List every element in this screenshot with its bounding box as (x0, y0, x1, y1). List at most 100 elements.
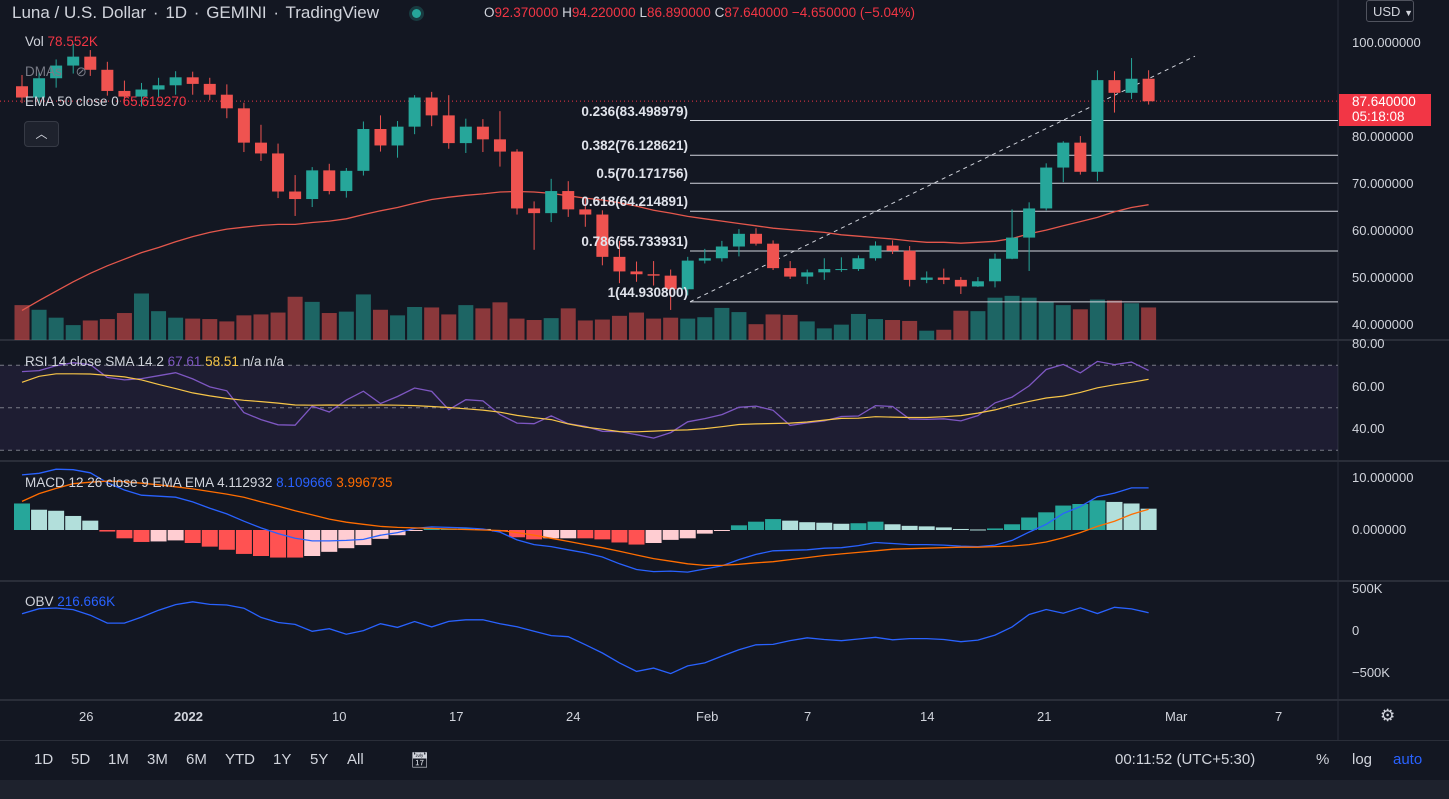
volume-bar (646, 318, 662, 340)
bottom-toolbar: 1D 5D 1M 3M 6M YTD 1Y 5Y All 📅︎ 00:11:52 (UTC+5:… (0, 740, 1449, 781)
macd-value: 8.109666 (276, 475, 333, 490)
macd-histogram-bar (1140, 508, 1157, 530)
macd-histogram-bar (918, 526, 935, 530)
range-button-6m[interactable]: 6M (186, 751, 207, 768)
macd-histogram-bar (884, 524, 901, 530)
macd-histogram-bar (833, 523, 850, 530)
obv-line (21, 601, 1149, 675)
rsi-line (21, 360, 1149, 439)
macd-histogram-bar (150, 530, 167, 542)
volume-bar (629, 312, 645, 340)
low-label: L (639, 5, 647, 20)
candle-body (101, 69, 114, 91)
volume-bar (816, 328, 832, 340)
bottom-strip (0, 780, 1449, 799)
candle-body (425, 97, 438, 116)
candle-body (374, 129, 387, 146)
settings-gear-icon[interactable]: ⚙ (1380, 706, 1396, 725)
candle-body (1023, 208, 1036, 238)
range-button-5d[interactable]: 5D (71, 751, 91, 768)
range-button-5y[interactable]: 5Y (310, 751, 329, 768)
collapse-legend-button[interactable]: ︿ (24, 121, 59, 147)
volume-bar (407, 306, 423, 340)
macd-histogram-bar (184, 530, 201, 543)
fib-label: 1(44.930800) (607, 284, 688, 300)
volume-bar (936, 329, 952, 340)
volume-bar (765, 314, 781, 340)
candle-body (169, 77, 182, 86)
calendar-icon[interactable]: 📅︎ (410, 752, 430, 769)
currency-select[interactable]: USD ▼ (1366, 0, 1414, 22)
macd-histogram-bar (713, 530, 730, 531)
macd-histogram-bar (406, 530, 423, 531)
percent-toggle[interactable]: % (1316, 751, 1330, 768)
candle-body (988, 258, 1001, 282)
candle-body (562, 191, 575, 210)
legend-macd[interactable]: MACD 12 26 close 9 EMA EMA 4.112932 8.10… (25, 475, 393, 491)
eye-crossed-icon[interactable]: ⊘ (75, 64, 87, 79)
symbol-header[interactable]: Luna / U.S. Dollar · 1D · GEMINI · Tradi… (12, 3, 423, 23)
macd-histogram-bar (969, 529, 986, 531)
legend-rsi[interactable]: RSI 14 close SMA 14 2 67.61 58.51 n/a n/… (25, 354, 284, 370)
price-axis-label: 100.000000 (1352, 35, 1421, 50)
macd-histogram-bar (867, 521, 884, 530)
obv-label: OBV (25, 594, 54, 609)
time-axis-label: 2022 (174, 709, 203, 724)
candle-body (750, 233, 763, 244)
volume-bar (355, 294, 371, 340)
range-button-1y[interactable]: 1Y (273, 751, 292, 768)
legend-ema[interactable]: EMA 50 close 0 65.619270 (25, 94, 186, 110)
volume-bar (543, 318, 559, 340)
price-axis-label: 60.000000 (1352, 223, 1414, 238)
symbol-name[interactable]: Luna / U.S. Dollar (12, 3, 147, 22)
volume-bar (219, 321, 235, 340)
volume-bar (1021, 297, 1037, 340)
candle-body (1057, 142, 1070, 168)
candle-body (476, 126, 489, 140)
auto-toggle[interactable]: auto (1393, 751, 1423, 768)
legend-obv[interactable]: OBV 216.666K (25, 594, 115, 610)
candle-body (511, 151, 524, 209)
interval[interactable]: 1D (165, 3, 188, 22)
time-axis-label: Feb (696, 709, 719, 724)
candle-body (289, 191, 302, 200)
ema50-line (21, 190, 1149, 311)
volume-bar (99, 319, 115, 340)
volume-bar (65, 325, 81, 340)
chevron-down-icon: ▼ (1404, 8, 1413, 18)
candle-body (152, 85, 165, 90)
volume-bar (868, 319, 883, 340)
candle-body (579, 209, 592, 215)
candle-body (852, 258, 865, 270)
candle-body (937, 277, 950, 280)
candle-body (135, 89, 148, 97)
candle-body (698, 258, 711, 261)
candle-body (596, 214, 609, 257)
clock[interactable]: 00:11:52 (UTC+5:30) (1115, 751, 1256, 768)
candle-body (1091, 80, 1104, 172)
range-button-1m[interactable]: 1M (108, 751, 129, 768)
range-button-3m[interactable]: 3M (147, 751, 168, 768)
candle-body (886, 245, 899, 251)
legend-vol[interactable]: Vol 78.552K (25, 34, 98, 50)
rsi-label: RSI 14 close SMA 14 2 (25, 354, 164, 369)
ema-label: EMA 50 close 0 (25, 94, 119, 109)
signal-line (21, 480, 1149, 567)
range-button-ytd[interactable]: YTD (225, 751, 255, 768)
macd-histogram-bar (423, 528, 440, 530)
range-button-all[interactable]: All (347, 751, 364, 768)
volume-bar (185, 318, 201, 340)
legend-dmas[interactable]: DMAs ⊘ (25, 64, 87, 80)
macd-histogram-bar (338, 530, 355, 549)
macd-histogram-bar (235, 530, 252, 554)
volume-bar (372, 309, 388, 340)
candle-body (1108, 80, 1121, 93)
range-button-1d[interactable]: 1D (34, 751, 54, 768)
log-toggle[interactable]: log (1352, 751, 1373, 768)
volume-bar (560, 308, 576, 340)
macd-histogram-bar (304, 530, 321, 556)
candle-body (784, 268, 797, 277)
bar-countdown: 05:18:08 (1352, 109, 1405, 124)
volume-bar (82, 320, 98, 340)
